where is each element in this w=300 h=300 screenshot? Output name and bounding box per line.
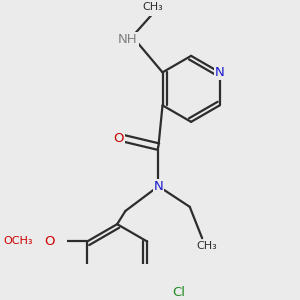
Text: N: N (154, 180, 163, 193)
Text: CH₃: CH₃ (142, 2, 163, 12)
Text: Cl: Cl (172, 286, 185, 299)
Text: OCH₃: OCH₃ (3, 236, 33, 247)
Text: N: N (215, 66, 225, 79)
Text: O: O (44, 235, 54, 248)
Text: NH: NH (118, 33, 138, 46)
Text: CH₃: CH₃ (196, 242, 217, 251)
Text: O: O (113, 132, 124, 145)
